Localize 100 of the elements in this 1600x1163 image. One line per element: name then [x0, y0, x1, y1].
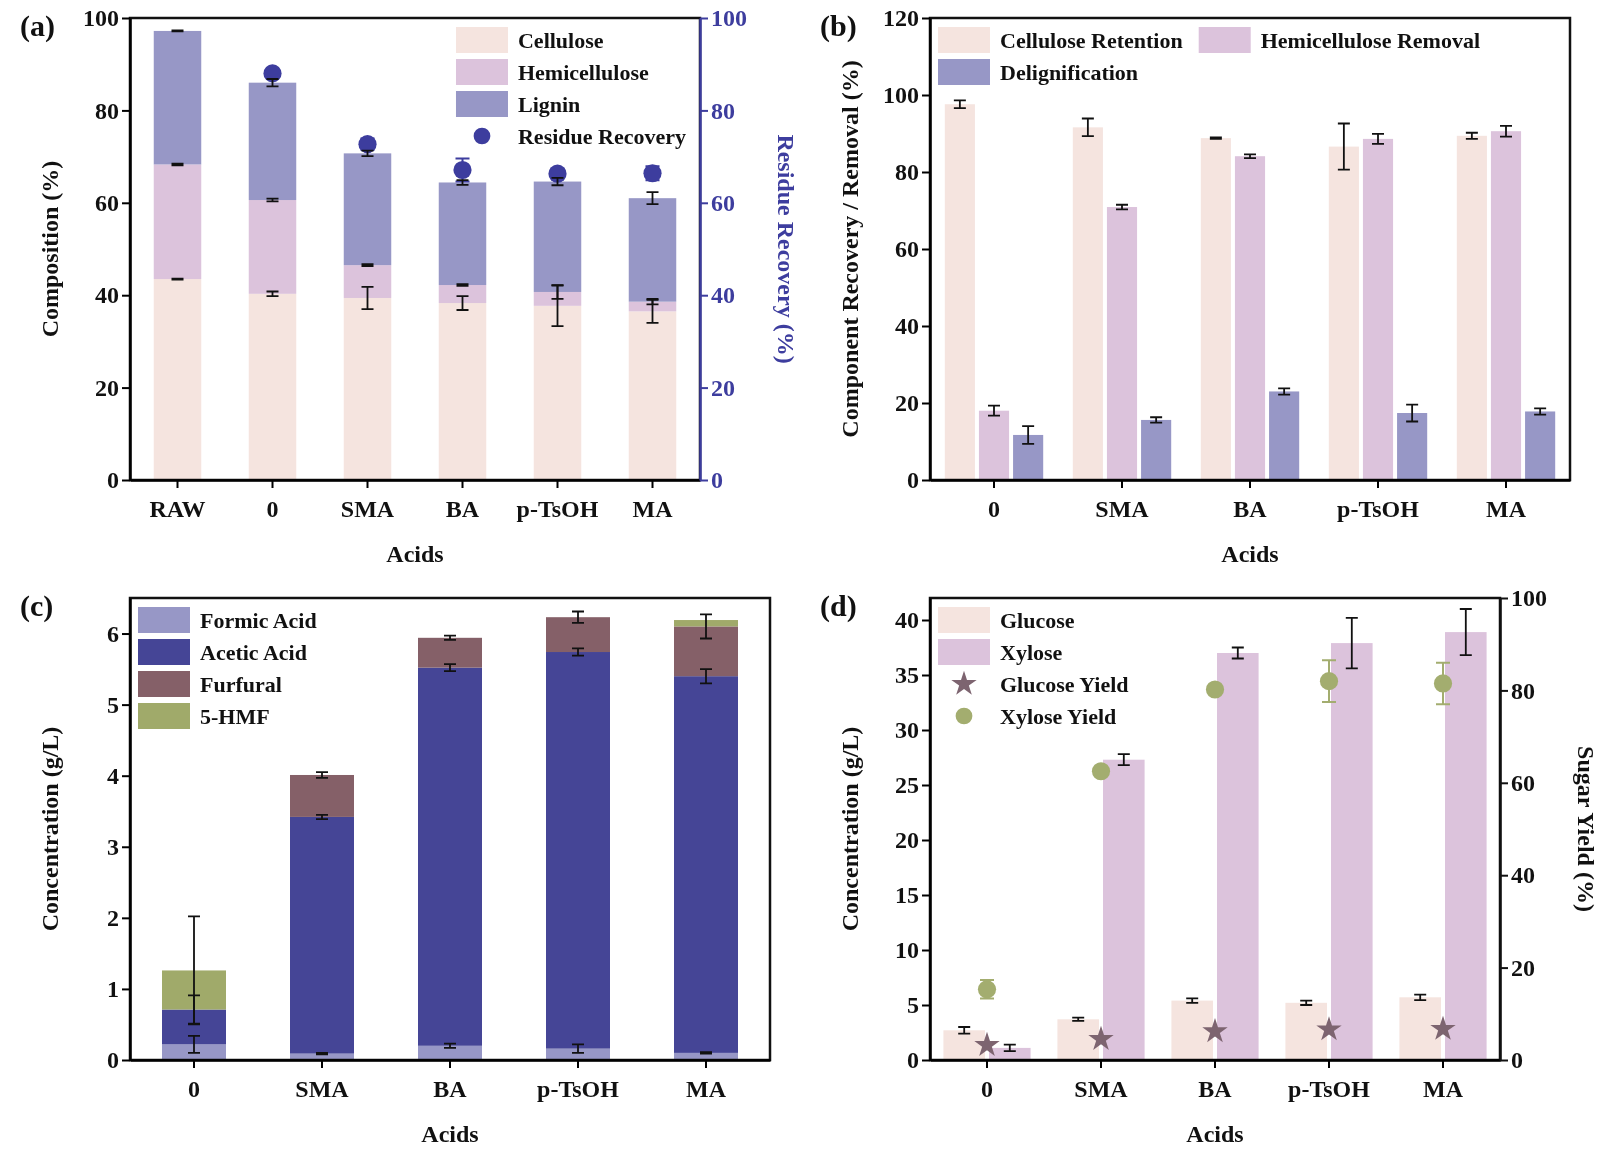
- x-tick-label: 0: [988, 496, 1000, 523]
- bar: [546, 617, 610, 653]
- bar: [343, 297, 392, 480]
- bar: [248, 200, 297, 294]
- y2-tick-label: 0: [711, 467, 723, 494]
- x-tick-label: BA: [1233, 496, 1268, 523]
- y-tick-label: 20: [895, 390, 919, 417]
- x-axis-title: Acids: [421, 1121, 479, 1147]
- y-tick-label: 4: [107, 762, 119, 789]
- y2-tick-label: 100: [1511, 585, 1547, 612]
- bar: [153, 30, 202, 165]
- x-tick-label: MA: [1486, 496, 1527, 523]
- legend-label: Glucose Yield: [1000, 672, 1129, 697]
- bar: [628, 198, 677, 302]
- bar: [1331, 643, 1373, 1060]
- legend-label: Xylose: [1000, 640, 1063, 665]
- bar: [418, 637, 482, 668]
- point: [1433, 674, 1453, 693]
- bar: [1269, 391, 1300, 480]
- point: [1088, 1025, 1114, 1051]
- bar: [1171, 1000, 1213, 1060]
- y-tick-label: 40: [895, 313, 919, 340]
- x-tick-label: BA: [1198, 1076, 1233, 1103]
- x-tick-label: 0: [981, 1076, 993, 1103]
- y2-tick-label: 20: [1511, 954, 1535, 981]
- bar: [1141, 419, 1172, 480]
- legend-label: Acetic Acid: [200, 640, 307, 665]
- y2-tick-label: 100: [711, 5, 747, 32]
- bar: [153, 279, 202, 480]
- y2-tick-label: 80: [711, 97, 735, 124]
- y-tick-label: 5: [107, 691, 119, 718]
- y2-tick-label: 0: [1511, 1047, 1523, 1074]
- bar: [1397, 413, 1428, 480]
- point: [1202, 1018, 1228, 1043]
- bar: [1456, 135, 1487, 480]
- legend-label: Cellulose: [517, 28, 604, 53]
- y-tick-label: 5: [907, 992, 919, 1019]
- text: (b): [820, 9, 857, 43]
- bar: [1234, 156, 1266, 480]
- x-tick-label: p-TsOH: [1288, 1076, 1371, 1103]
- bar: [1072, 127, 1103, 480]
- y2-tick-label: 40: [711, 282, 735, 309]
- y-axis-title: Concentration (g/L): [837, 726, 863, 932]
- y-tick-label: 80: [895, 159, 919, 186]
- y-tick-label: 80: [95, 97, 119, 124]
- x-tick-label: p-TsOH: [516, 496, 599, 523]
- y-tick-label: 15: [895, 882, 919, 909]
- y-tick-label: 35: [895, 662, 919, 689]
- bar: [438, 303, 487, 480]
- y-axis-title: Component Recovery / Removal (%): [837, 60, 863, 438]
- x-tick-label: SMA: [340, 496, 395, 523]
- bar: [438, 182, 487, 286]
- y-tick-label: 30: [895, 717, 919, 744]
- x-axis-title: Acids: [1186, 1121, 1244, 1147]
- x-tick-label: SMA: [295, 1076, 350, 1103]
- legend-label: 5-HMF: [200, 704, 270, 729]
- y2-tick-label: 40: [1511, 862, 1535, 889]
- x-axis-title: Acids: [1221, 541, 1279, 567]
- legend-label: Glucose: [1000, 608, 1075, 633]
- legend-label: Residue Recovery: [517, 124, 686, 149]
- x-tick-label: SMA: [1095, 496, 1150, 523]
- legend-label: Lignin: [517, 92, 581, 117]
- bar: [546, 652, 610, 1049]
- x-tick-label: 0: [188, 1076, 200, 1103]
- point: [1319, 672, 1339, 691]
- bar: [674, 620, 738, 627]
- bar: [162, 1009, 226, 1045]
- legend-label: Xylose Yield: [1000, 704, 1117, 729]
- bar: [674, 626, 738, 677]
- legend-label: Furfural: [200, 672, 282, 697]
- bar: [533, 291, 582, 306]
- x-tick-label: MA: [632, 496, 674, 523]
- y-tick-label: 60: [95, 189, 119, 216]
- bar: [1399, 997, 1441, 1060]
- y-tick-label: 20: [95, 374, 119, 401]
- bar: [290, 774, 354, 817]
- bar: [248, 82, 297, 201]
- bar: [1328, 146, 1359, 480]
- y-tick-label: 100: [883, 82, 919, 109]
- bar: [1057, 1019, 1099, 1060]
- bar: [1013, 434, 1044, 480]
- point: [1205, 680, 1225, 699]
- y-tick-label: 40: [95, 282, 119, 309]
- bar: [162, 970, 226, 1010]
- y2-tick-label: 60: [711, 189, 735, 216]
- y-tick-label: 0: [907, 467, 919, 494]
- point: [1091, 762, 1111, 781]
- bar: [1490, 131, 1522, 480]
- bar: [1217, 653, 1259, 1060]
- y-tick-label: 0: [107, 467, 119, 494]
- bar: [1285, 1002, 1327, 1060]
- x-tick-label: p-TsOH: [537, 1076, 620, 1103]
- y2-tick-label: 80: [1511, 677, 1535, 704]
- point: [1316, 1016, 1342, 1041]
- y2-axis-title: Sugar Yield (%): [1573, 746, 1599, 912]
- x-tick-label: MA: [686, 1076, 727, 1103]
- bar: [944, 104, 975, 480]
- bar: [153, 164, 202, 280]
- bar: [162, 1044, 226, 1060]
- bar: [343, 153, 392, 266]
